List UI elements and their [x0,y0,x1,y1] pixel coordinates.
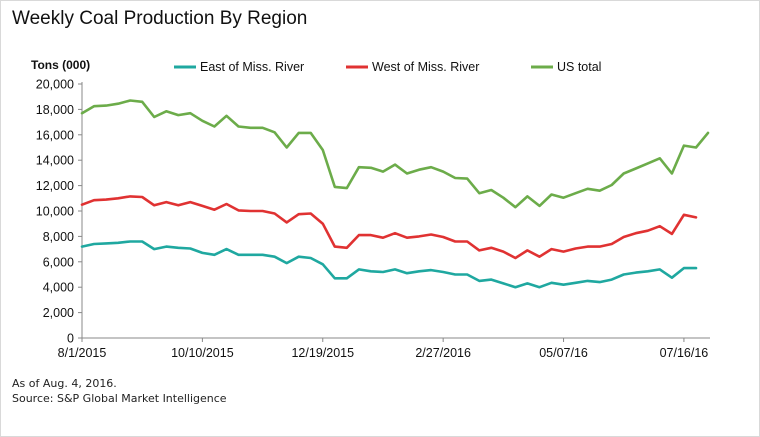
footnote-date: As of Aug. 4, 2016. [12,377,117,390]
y-tick-label: 8,000 [43,230,74,244]
y-tick-label: 16,000 [36,128,74,142]
y-tick-label: 14,000 [36,154,74,168]
legend-label-east: East of Miss. River [200,60,304,74]
series-line-west [80,195,698,260]
footnote-source: Source: S&P Global Market Intelligence [12,392,227,405]
legend-label-west: West of Miss. River [372,60,479,74]
legend-item-total: US total [531,60,601,74]
legend-item-east: East of Miss. River [174,60,304,74]
legend-label-total: US total [557,60,601,74]
x-tick-label: 07/16/16 [660,346,709,360]
x-tick-label: 10/10/2015 [171,346,234,360]
y-tick-label: 2,000 [43,306,74,320]
y-tick-label: 0 [67,332,74,346]
x-tick-label: 05/07/16 [539,346,588,360]
y-tick-label: 10,000 [36,205,74,219]
chart-title: Weekly Coal Production By Region [12,8,308,29]
y-tick-label: 6,000 [43,255,74,269]
series-layer [80,99,710,289]
legend-item-west: West of Miss. River [346,60,479,74]
y-axis-label: Tons (000) [31,58,90,72]
y-tick-label: 12,000 [36,179,74,193]
y-tick-label: 18,000 [36,103,74,117]
series-line-total [80,99,710,209]
axes: 0 2,000 4,000 6,000 8,000 10,000 12,000 14,000 1… [36,78,710,360]
legend: East of Miss. River West of Miss. River … [174,60,601,74]
series-line-east [80,240,698,289]
x-tick-label: 12/19/2015 [291,346,354,360]
x-tick-label: 8/1/2015 [58,346,107,360]
y-tick-label: 4,000 [43,281,74,295]
x-tick-label: 2/27/2016 [415,346,471,360]
y-tick-label: 20,000 [36,78,74,92]
